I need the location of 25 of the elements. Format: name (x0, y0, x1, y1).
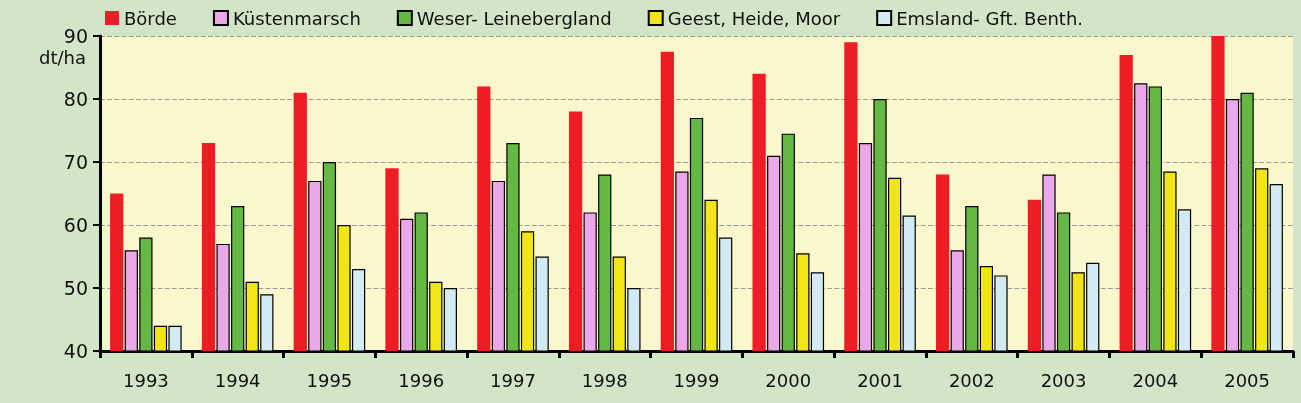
x-tick-label: 2002 (948, 369, 995, 391)
x-tick-label: 1997 (490, 369, 536, 391)
x-tick-label: 2004 (1132, 369, 1179, 391)
x-tick-label: 1996 (398, 369, 445, 391)
y-tick-label: 50 (63, 277, 88, 299)
legend-label: Geest, Heide, Moor (667, 7, 841, 29)
y-axis-title: dt/ha (39, 46, 86, 68)
x-tick-label: 2001 (857, 369, 903, 391)
x-tick-label: 2000 (765, 369, 812, 391)
legend-label: Küstenmarsch (232, 7, 361, 29)
y-tick-label: 80 (63, 88, 88, 110)
x-tick-label: 1994 (214, 369, 261, 391)
y-tick-label: 90 (63, 25, 88, 47)
legend-label: Emsland- Gft. Benth. (896, 7, 1084, 29)
legend-label: Weser- Leinebergland (416, 7, 612, 29)
x-tick-label: 1998 (581, 369, 628, 391)
y-tick-label: 70 (63, 151, 88, 173)
y-tick-label: 40 (63, 340, 88, 362)
x-tick-label: 2003 (1040, 369, 1087, 391)
x-tick-label: 1993 (122, 369, 169, 391)
legend-label: Börde (124, 7, 177, 29)
x-tick-label: 1999 (673, 369, 720, 391)
x-tick-label: 1995 (306, 369, 353, 391)
x-tick-label: 2005 (1224, 369, 1271, 391)
y-tick-label: 60 (63, 214, 88, 236)
